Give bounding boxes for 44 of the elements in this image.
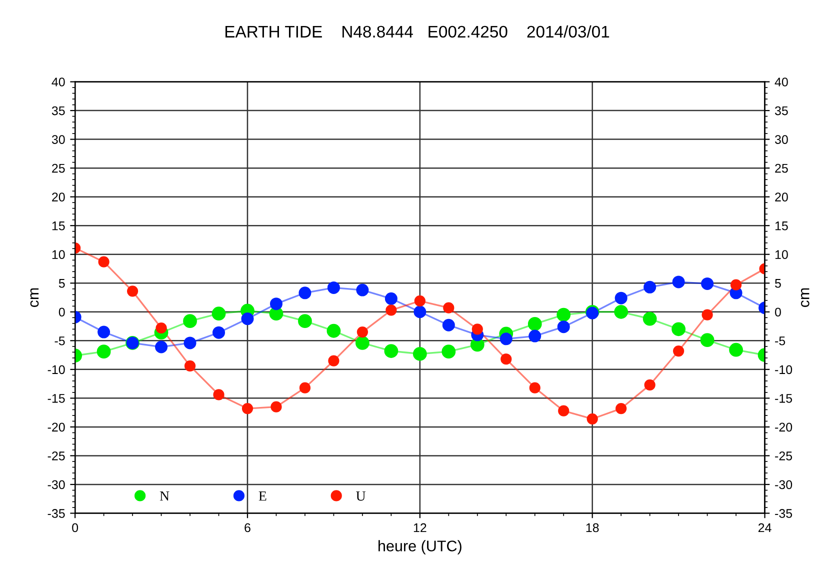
y-axis-title: cm [30,288,39,308]
y-tick-label: 30 [52,135,65,144]
y-tick-label: -25 [48,452,65,460]
legend-label: E [258,491,266,501]
y-tick-label: 15 [52,222,65,230]
y2-tick-label: -20 [775,422,792,432]
y2-tick-label: 30 [774,135,788,144]
x-tick-label: 0 [72,523,78,532]
y-tick-label: -15 [48,394,65,403]
y2-tick-label: 20 [775,192,788,202]
y2-tick-label: 5 [775,279,781,288]
y-tick-label: -30 [48,480,65,490]
legend-label: U [356,491,366,501]
y2-tick-label: 25 [775,164,788,173]
y2-tick-label: -15 [775,394,792,403]
y-tick-label: 40 [52,78,65,86]
chart-title: EARTH TIDE N48.8444 E002.4250 2014/03/01 [226,25,610,38]
x-tick-label: 18 [586,523,599,532]
y2-tick-label: 10 [775,250,788,260]
y2-tick-label: -30 [775,480,792,490]
x-axis-title: heure (UTC) [378,540,462,554]
y-tick-label: 10 [52,250,65,260]
y2-tick-label: -35 [775,509,792,518]
y2-tick-label: -10 [775,365,792,374]
y-tick-label: -35 [48,509,65,518]
y-tick-label: -5 [54,336,65,346]
y2-tick-label: -25 [775,452,792,460]
y-tick-label: 25 [52,164,65,173]
y2-tick-label: 35 [774,106,788,116]
y-tick-label: 35 [52,106,65,116]
y2-tick-label: -5 [775,336,786,346]
y2-tick-label: 40 [774,78,788,86]
x-tick-label: 6 [244,523,250,532]
y-tick-label: -10 [48,365,65,374]
y-tick-label: 0 [58,308,65,317]
x-tick-label: 12 [414,523,426,532]
y2-tick-label: 0 [774,308,781,317]
y-tick-label: 20 [52,192,65,202]
y2-axis-title: cm [800,288,810,308]
y2-tick-label: 15 [775,222,788,230]
y-tick-label: 5 [58,279,65,288]
y-tick-label: -20 [48,422,65,432]
x-tick-label: 24 [758,523,772,532]
legend-label: N [160,491,170,501]
